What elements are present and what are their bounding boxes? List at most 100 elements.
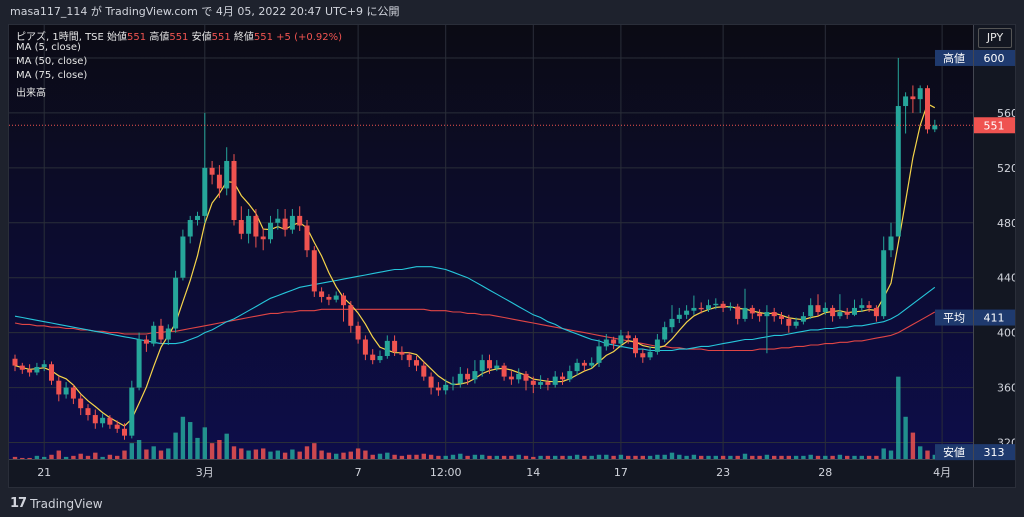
volume-bar xyxy=(677,454,682,459)
candle-body xyxy=(749,307,755,314)
candle-body xyxy=(895,106,901,237)
volume-bar xyxy=(158,450,164,459)
volume-bar xyxy=(626,455,631,459)
volume-bar xyxy=(392,454,397,459)
candle-body xyxy=(815,305,821,313)
volume-bar xyxy=(487,455,492,459)
volume-bar xyxy=(742,453,748,459)
candle-body xyxy=(676,314,682,319)
volume-bar xyxy=(691,454,697,459)
candle-body xyxy=(523,373,529,381)
candle-body xyxy=(282,218,288,230)
volume-bar xyxy=(188,422,193,459)
candle-body xyxy=(399,351,405,355)
candle-body xyxy=(925,88,930,130)
volume-bar xyxy=(713,455,718,459)
price-label-value-bg xyxy=(974,49,1015,66)
candle-body xyxy=(494,365,500,369)
y-tick-label: 360 xyxy=(997,382,1015,395)
volume-bar xyxy=(480,454,485,459)
volume-bar xyxy=(326,452,332,459)
candle-body xyxy=(589,362,595,366)
candle-body xyxy=(143,339,149,344)
volume-bar xyxy=(436,455,441,459)
volume-bar xyxy=(494,455,499,459)
publish-header-text: masa117_114 が TradingView.com で 4月 05, 2… xyxy=(10,5,400,18)
candle-body xyxy=(195,215,200,221)
candle-body xyxy=(742,307,748,319)
candle-body xyxy=(253,215,259,237)
volume-bar xyxy=(341,452,346,459)
volume-bar xyxy=(180,416,186,459)
volume-bar xyxy=(574,454,580,459)
candle-body xyxy=(268,222,273,240)
candle-body xyxy=(910,96,916,100)
candle-body xyxy=(903,96,909,107)
x-tick-label: 23 xyxy=(716,466,730,479)
candle-body xyxy=(78,398,84,409)
currency-button[interactable]: JPY xyxy=(978,28,1012,48)
x-tick-label: 7 xyxy=(355,466,362,479)
volume-bar xyxy=(275,450,280,459)
candle-body xyxy=(435,387,441,391)
volume-bar xyxy=(282,452,288,459)
candle-body xyxy=(450,383,456,385)
x-tick-label: 21 xyxy=(37,466,51,479)
candle-body xyxy=(479,360,485,372)
candle-body xyxy=(581,362,587,366)
volume-bar xyxy=(728,455,733,459)
x-tick-label: 14 xyxy=(526,466,540,479)
volume-bar xyxy=(407,454,412,459)
volume-bar xyxy=(78,453,83,459)
legend-low-label: 安値 xyxy=(191,32,212,43)
candle-body xyxy=(341,295,346,306)
volume-bar xyxy=(209,443,215,459)
legend-open: 551 xyxy=(127,32,147,43)
legend-ma5[interactable]: MA (5, close) xyxy=(16,42,81,53)
candle-body xyxy=(165,328,171,340)
tradingview-logo: 17 TradingView xyxy=(10,496,103,511)
candle-body xyxy=(472,371,478,380)
candle-body xyxy=(260,236,266,240)
volume-bar xyxy=(640,455,645,459)
candle-body xyxy=(859,305,865,308)
volume-bar xyxy=(735,455,740,459)
candle-body xyxy=(618,335,624,344)
candle-body xyxy=(552,376,558,385)
candle-body xyxy=(917,88,923,100)
volume-bar xyxy=(633,455,638,459)
candle-body xyxy=(231,160,237,221)
volume-bar xyxy=(888,450,894,459)
volume-bar xyxy=(793,455,799,459)
candle-body xyxy=(326,296,332,300)
x-tick-label: 3月 xyxy=(196,466,214,479)
candle-body xyxy=(392,340,398,352)
volume-bar xyxy=(538,455,543,459)
volume-bar xyxy=(465,455,470,459)
candle-body xyxy=(881,250,887,317)
volume-bar xyxy=(684,455,689,459)
volume-bar xyxy=(582,455,587,459)
candle-body xyxy=(304,225,310,251)
volume-bar xyxy=(151,446,156,459)
volume-bar xyxy=(815,455,821,459)
candlestick-chart[interactable]: 600560520480440400360320213月712:00141723… xyxy=(9,25,1015,487)
candle-body xyxy=(216,174,222,189)
y-tick-label: 400 xyxy=(997,327,1015,340)
volume-bar xyxy=(567,455,572,459)
candle-body xyxy=(611,339,617,344)
legend-ma75[interactable]: MA (75, close) xyxy=(16,70,88,81)
current-price-badge-bg xyxy=(974,117,1015,134)
volume-bar xyxy=(596,454,602,459)
volume-bar xyxy=(428,454,434,459)
candle-body xyxy=(158,325,164,340)
volume-bar xyxy=(290,449,295,459)
candle-body xyxy=(713,303,719,306)
price-label-tag-bg xyxy=(935,49,973,66)
candle-body xyxy=(808,305,814,317)
volume-bar xyxy=(706,455,711,459)
volume-bar xyxy=(348,451,353,459)
volume-bar xyxy=(918,446,923,459)
legend-ma50[interactable]: MA (50, close) xyxy=(16,56,88,67)
legend-volume[interactable]: 出来高 xyxy=(16,88,46,99)
